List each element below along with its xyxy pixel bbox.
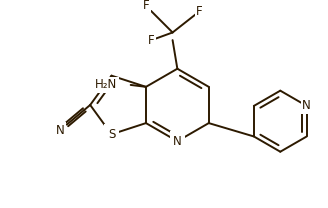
Text: F: F xyxy=(148,34,155,47)
Text: H₂N: H₂N xyxy=(95,78,117,92)
Text: N: N xyxy=(173,135,182,148)
Text: N: N xyxy=(56,124,65,137)
Text: N: N xyxy=(302,99,311,113)
Text: S: S xyxy=(108,128,115,141)
Text: F: F xyxy=(196,5,203,18)
Text: F: F xyxy=(143,0,149,12)
